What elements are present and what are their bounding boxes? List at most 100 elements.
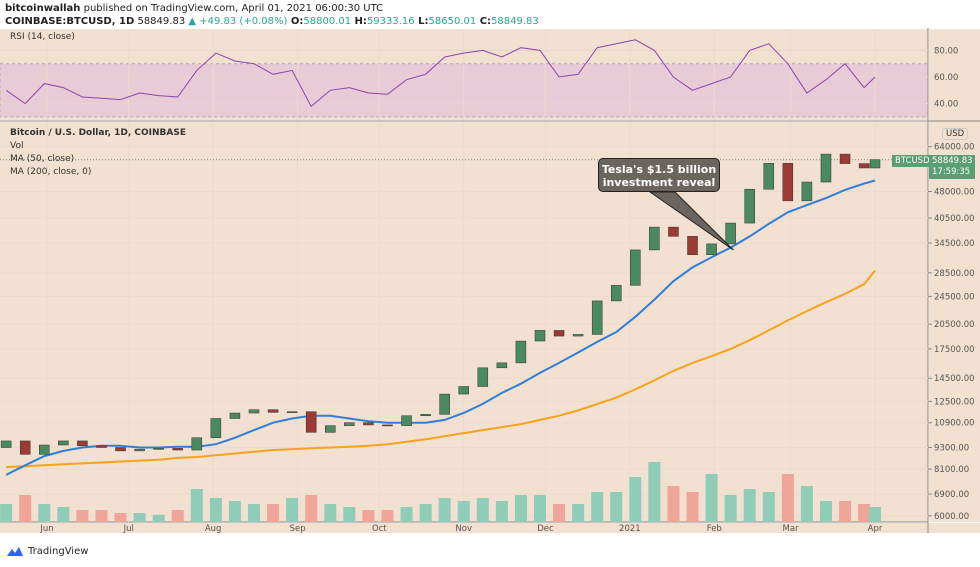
close-label: C: <box>476 16 492 27</box>
candle <box>19 440 31 455</box>
time-tick-label: Jul <box>123 524 134 534</box>
candle <box>96 445 107 448</box>
volume-bar <box>343 507 356 522</box>
rsi-tick-label: 80.00 <box>934 46 958 56</box>
candle <box>420 414 431 416</box>
chart-title: Bitcoin / U.S. Dollar, 1D, COINBASE <box>10 128 187 138</box>
candle <box>191 437 203 451</box>
volume-bar <box>57 507 70 522</box>
price-tick-label: 64000.00 <box>934 143 975 153</box>
candle <box>58 440 69 446</box>
volume-bar <box>869 507 881 522</box>
candle <box>210 418 222 439</box>
price-tick-label: 20500.00 <box>934 320 975 330</box>
last-price: 58849.83 <box>134 16 189 27</box>
symbol-info: COINBASE:BTCUSD, 1D 58849.83 ▲ +49.83 (+… <box>5 16 539 27</box>
candle <box>172 448 183 451</box>
price-tick-label: 10900.00 <box>934 419 975 429</box>
candle <box>382 424 393 427</box>
volume-bar <box>705 474 718 522</box>
volume-bar <box>0 504 13 522</box>
candle <box>630 249 641 286</box>
candle <box>477 367 489 387</box>
chart-canvas[interactable]: 80.00 60.00 40.00 64000.00 48000.00 40500.00 3… <box>0 28 980 543</box>
candle <box>744 188 755 224</box>
volume-bar <box>839 501 852 522</box>
rsi-legend: RSI (14, close) <box>10 32 75 42</box>
candle <box>572 334 584 337</box>
volume-bar <box>610 492 623 522</box>
price-tick-label: 34500.00 <box>934 239 975 249</box>
volume-bar <box>248 504 260 522</box>
tradingview-logo[interactable]: TradingView <box>6 546 88 557</box>
volume-bar <box>438 498 451 522</box>
candle <box>725 222 736 245</box>
candle <box>668 226 679 237</box>
candle <box>591 300 603 335</box>
candle <box>344 422 355 426</box>
price-tick-label: 8100.00 <box>934 465 969 475</box>
candle <box>553 330 565 337</box>
legend-ma50: MA (50, close) <box>10 154 75 164</box>
candle <box>496 362 508 369</box>
brand-name: TradingView <box>28 546 89 557</box>
candle <box>286 411 298 413</box>
price-tick-label: 6900.00 <box>934 490 969 500</box>
candle <box>363 422 374 426</box>
rsi-line <box>5 39 876 108</box>
volume-bar <box>476 498 489 522</box>
volume-bar <box>686 492 699 522</box>
tradingview-icon <box>7 547 23 556</box>
volume-bar <box>209 498 222 522</box>
candle <box>706 243 717 255</box>
volume-bar <box>419 504 432 522</box>
time-tick-label: Jun <box>39 524 53 534</box>
candle <box>611 285 622 302</box>
candle <box>869 159 881 169</box>
candle <box>153 448 164 450</box>
open-label: O: <box>287 16 304 27</box>
symbol: COINBASE:BTCUSD, 1D <box>5 16 135 27</box>
volume-bar <box>171 510 184 522</box>
volume-bar <box>858 504 871 522</box>
candle <box>115 447 126 452</box>
candle <box>858 163 870 169</box>
volume-bar <box>362 510 375 522</box>
symbol-price-tag: BTCUSD <box>892 155 933 167</box>
ma50-line <box>5 179 876 476</box>
candle <box>763 163 775 190</box>
tesla-annotation: Tesla's $1.5 billion investment reveal <box>598 158 720 192</box>
low-value: 58650.01 <box>428 16 477 27</box>
volume-bar <box>190 489 203 522</box>
volume-bar <box>629 477 642 522</box>
volume-bar <box>19 495 32 522</box>
bar-countdown: 17:59:35 <box>932 167 971 177</box>
ma200-line <box>6 269 876 469</box>
rsi-tick-label: 40.00 <box>934 100 958 110</box>
price-tick-label: 9300.00 <box>934 444 969 454</box>
candle <box>325 425 336 433</box>
volume-bar <box>133 513 146 522</box>
price-change: ▲ +49.83 (+0.08%) <box>188 16 288 27</box>
volume-bar <box>591 492 604 522</box>
volume-bar <box>457 501 470 522</box>
time-tick-label: Nov <box>455 524 472 534</box>
price-tick-label: 17500.00 <box>934 345 975 355</box>
author-name[interactable]: bitcoinwallah <box>5 3 81 14</box>
high-value: 59333.16 <box>366 16 415 27</box>
currency-label[interactable]: USD <box>942 128 969 140</box>
publish-text: published on TradingView.com, April 01, … <box>80 3 384 14</box>
candle <box>248 409 260 414</box>
volume-bar <box>819 501 832 522</box>
volume-bar <box>114 513 127 522</box>
candle <box>77 440 88 447</box>
candle <box>801 181 813 202</box>
price-tick-label: 14500.00 <box>934 374 975 384</box>
rsi-tick-label: 60.00 <box>934 73 958 83</box>
volume-bar <box>514 495 527 522</box>
open-value: 58800.01 <box>303 16 352 27</box>
legend-ma200: MA (200, close, 0) <box>10 167 92 177</box>
price-tick-label: 12500.00 <box>934 397 975 407</box>
time-tick-label: Dec <box>537 524 554 534</box>
volume-bar <box>324 504 337 522</box>
